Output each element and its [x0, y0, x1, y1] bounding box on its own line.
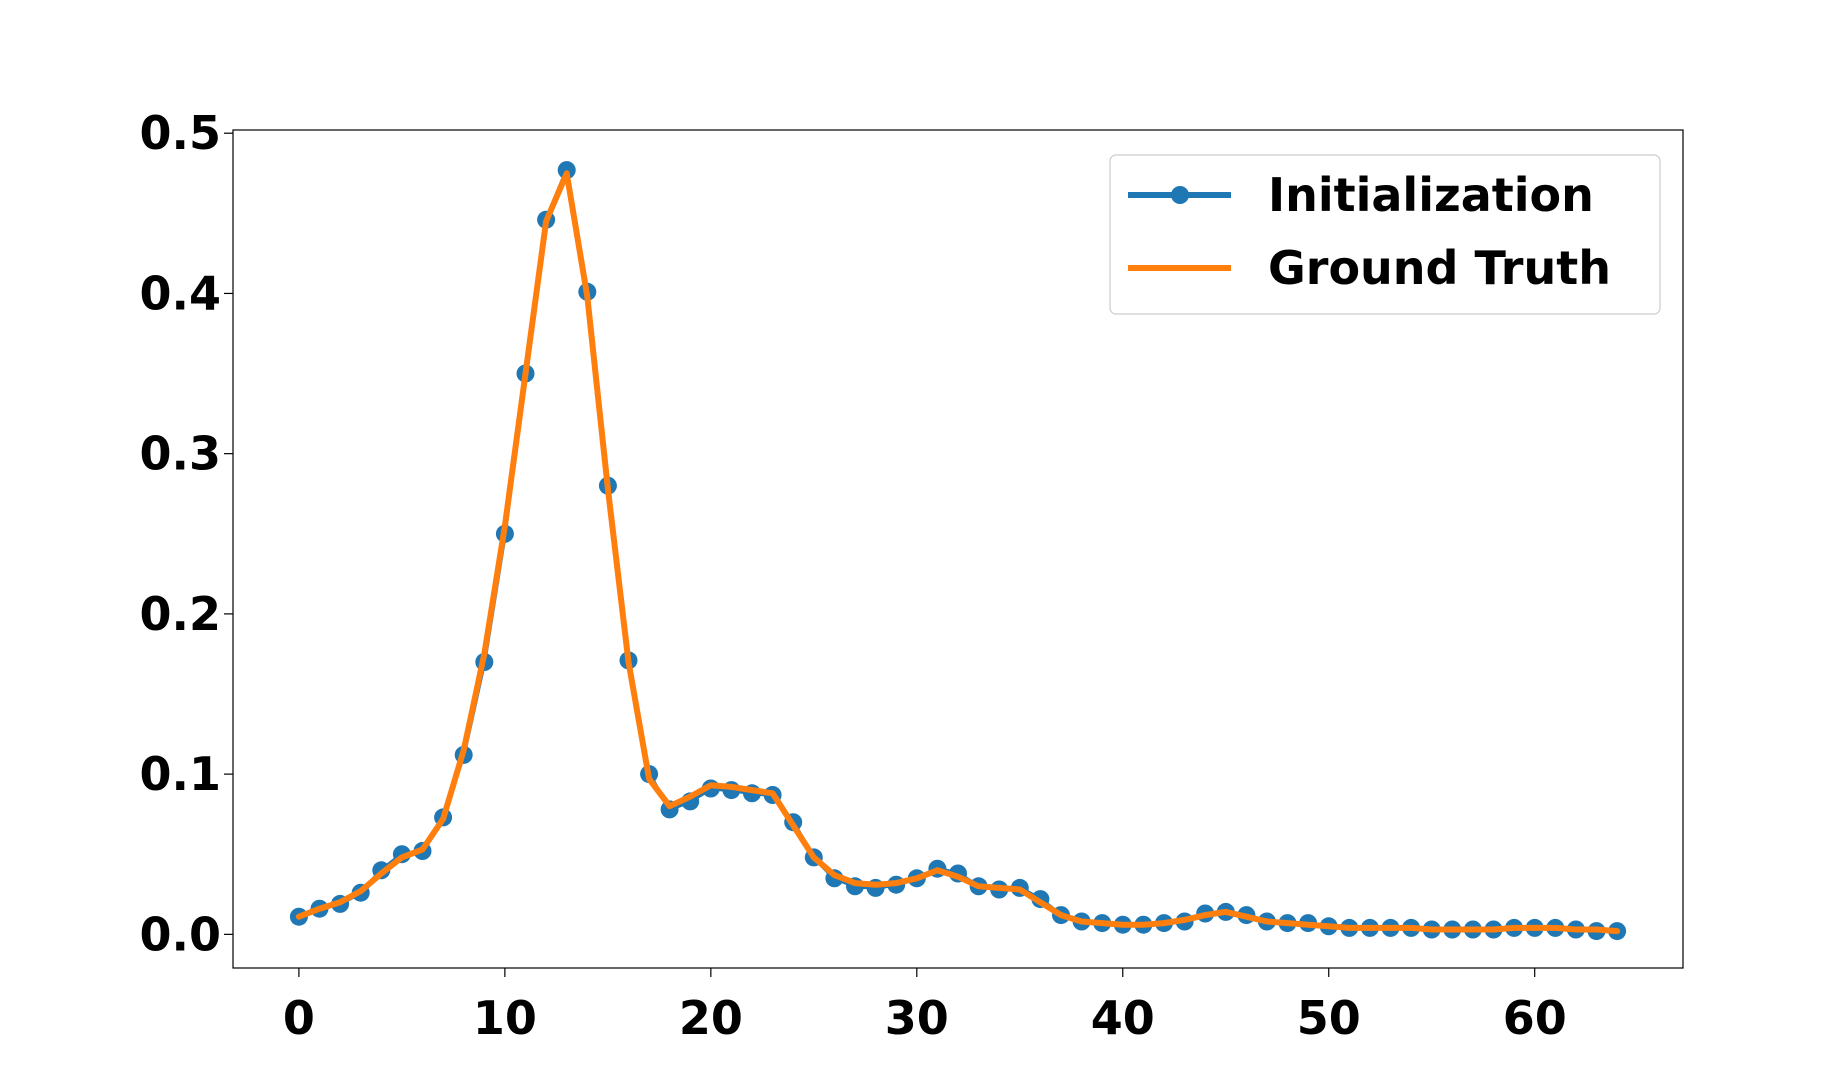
x-tick-label: 10 — [473, 991, 537, 1045]
data-point-initialization — [557, 161, 576, 180]
y-tick-label: 0.4 — [140, 266, 222, 320]
x-axis: 0 10 20 30 40 50 60 — [283, 968, 1567, 1045]
x-tick-label: 0 — [283, 991, 315, 1045]
x-tick-label: 50 — [1297, 991, 1361, 1045]
y-tick-label: 0.1 — [140, 747, 222, 801]
legend-label-initialization: Initialization — [1268, 168, 1594, 222]
legend-label-ground-truth: Ground Truth — [1268, 241, 1611, 295]
plot-area-frame — [232, 129, 1684, 969]
y-tick-label: 0.0 — [140, 907, 222, 961]
y-tick-label: 0.3 — [140, 427, 222, 481]
x-tick-label: 30 — [885, 991, 949, 1045]
legend-box — [1109, 154, 1661, 315]
legend-marker-initialization — [1171, 186, 1189, 204]
y-axis: 0.0 0.1 0.2 0.3 0.4 0.5 — [140, 106, 233, 961]
x-tick-label: 20 — [679, 991, 743, 1045]
x-tick-label: 40 — [1091, 991, 1155, 1045]
y-tick-label: 0.2 — [140, 587, 222, 641]
series-line-ground-truth — [295, 170, 1621, 935]
series-layer — [289, 161, 1627, 941]
legend: Initialization Ground Truth — [1109, 154, 1661, 315]
x-tick-label: 60 — [1503, 991, 1567, 1045]
y-tick-label: 0.5 — [140, 106, 222, 160]
